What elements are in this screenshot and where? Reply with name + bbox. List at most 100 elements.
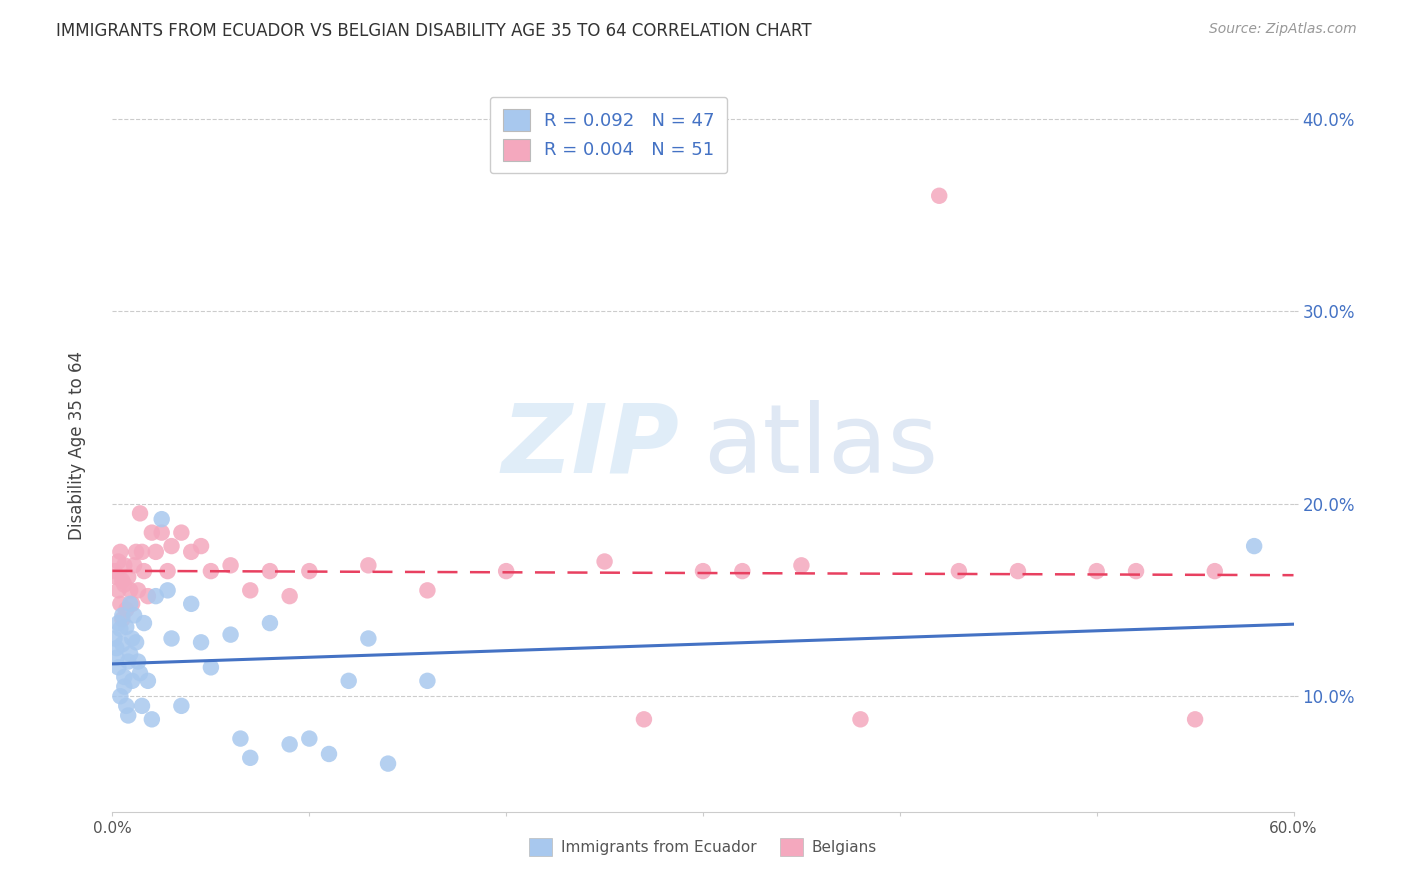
Point (111, 612, 134, 626)
Point (132, 616, 155, 631)
Point (190, 635, 212, 649)
Point (107, 660, 129, 674)
Point (117, 655, 139, 669)
Point (416, 673, 439, 688)
Point (357, 632, 380, 646)
Point (259, 564, 281, 578)
Point (160, 539, 183, 553)
Point (229, 731, 252, 746)
Point (495, 564, 517, 578)
Point (122, 558, 145, 573)
Point (593, 554, 616, 568)
Point (136, 589, 159, 603)
Point (239, 751, 262, 765)
Point (105, 650, 128, 665)
Point (115, 698, 138, 713)
Point (115, 602, 138, 616)
Point (849, 712, 872, 726)
Point (112, 558, 135, 573)
Point (1204, 564, 1226, 578)
Point (103, 632, 125, 646)
Point (141, 525, 163, 540)
Point (120, 597, 142, 611)
Point (200, 564, 222, 578)
Point (259, 616, 281, 631)
Point (357, 558, 380, 573)
Point (117, 708, 139, 723)
Point (298, 564, 321, 578)
Point (110, 690, 132, 704)
Point (1125, 564, 1147, 578)
Point (111, 637, 134, 651)
Point (132, 564, 155, 578)
Point (105, 570, 128, 584)
Point (131, 698, 153, 713)
Point (115, 620, 138, 634)
Point (136, 673, 159, 688)
Point (127, 583, 149, 598)
Point (790, 558, 813, 573)
Point (170, 525, 193, 540)
Point (156, 564, 179, 578)
Point (121, 673, 143, 688)
Point (239, 583, 262, 598)
Point (111, 608, 134, 623)
Point (145, 545, 167, 559)
Point (1184, 712, 1206, 726)
Point (121, 632, 143, 646)
Point (121, 597, 143, 611)
Point (127, 655, 149, 669)
Point (105, 641, 128, 656)
Point (200, 660, 222, 674)
Point (948, 564, 970, 578)
Point (107, 583, 129, 598)
Text: atlas: atlas (703, 400, 938, 492)
Point (107, 554, 129, 568)
Point (416, 583, 439, 598)
Point (120, 647, 142, 661)
Point (692, 564, 714, 578)
Point (1085, 564, 1108, 578)
Text: ZIP: ZIP (502, 400, 679, 492)
Point (298, 731, 321, 746)
Point (131, 545, 153, 559)
Point (219, 627, 242, 641)
Point (318, 747, 340, 761)
Text: Source: ZipAtlas.com: Source: ZipAtlas.com (1209, 22, 1357, 37)
Point (928, 188, 950, 202)
Point (633, 712, 655, 726)
Point (117, 570, 139, 584)
Text: Disability Age 35 to 64: Disability Age 35 to 64 (69, 351, 86, 541)
Point (125, 545, 148, 559)
Point (103, 564, 125, 578)
Text: IMMIGRANTS FROM ECUADOR VS BELGIAN DISABILITY AGE 35 TO 64 CORRELATION CHART: IMMIGRANTS FROM ECUADOR VS BELGIAN DISAB… (56, 22, 811, 40)
Point (170, 698, 193, 713)
Point (180, 545, 202, 559)
Point (110, 545, 132, 559)
Point (377, 756, 399, 771)
Point (129, 666, 152, 681)
Point (107, 616, 129, 631)
Point (129, 507, 152, 521)
Point (190, 539, 212, 553)
Point (731, 564, 754, 578)
Point (145, 589, 167, 603)
Point (125, 635, 148, 649)
Point (120, 583, 142, 598)
Point (160, 632, 183, 646)
Legend: Immigrants from Ecuador, Belgians: Immigrants from Ecuador, Belgians (523, 831, 883, 863)
Point (156, 583, 179, 598)
Point (112, 577, 135, 591)
Point (1007, 564, 1029, 578)
Point (219, 558, 242, 573)
Point (110, 622, 132, 636)
Point (337, 673, 360, 688)
Point (150, 525, 173, 540)
Point (150, 512, 173, 526)
Point (278, 737, 301, 751)
Point (110, 597, 132, 611)
Point (141, 712, 163, 726)
Point (278, 589, 301, 603)
Point (112, 680, 135, 694)
Point (180, 597, 202, 611)
